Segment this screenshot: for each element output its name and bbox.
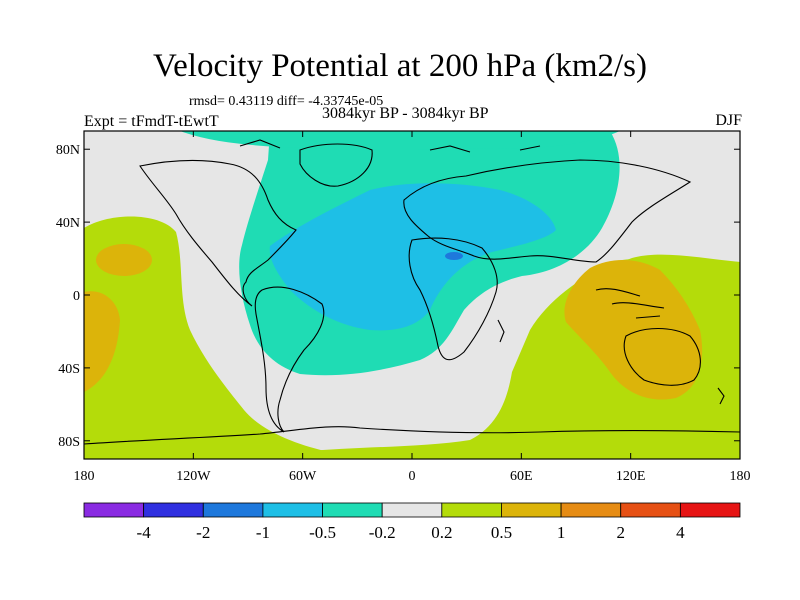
lon-tick-label: 60W <box>289 469 317 484</box>
contour-pos-north-pacific <box>96 244 152 276</box>
coast-south-america <box>254 286 325 433</box>
contour-pos-maritime-continent <box>564 259 703 400</box>
lon-tick-label: 60E <box>510 469 533 484</box>
contour-pos-pacific-west <box>84 216 330 459</box>
contour-neg-spot <box>445 252 463 260</box>
colorbar-swatch <box>560 502 622 518</box>
coastlines <box>84 139 740 445</box>
colorbar-swatch <box>262 502 323 518</box>
coast-greenland <box>299 143 373 187</box>
latitude-axis: 80N 40N 0 40S 80S <box>56 143 740 450</box>
colorbar-swatch <box>83 502 145 518</box>
colorbar-swatch <box>202 502 264 518</box>
colorbar-swatch <box>441 502 502 518</box>
colorbar: -4 -2 -1 -0.5 -0.2 0.2 0.5 1 2 4 <box>83 502 741 542</box>
colorbar-label: 2 <box>616 523 625 542</box>
contour-neg-arctic <box>180 131 620 150</box>
contour-pos-east-pacific <box>84 291 120 392</box>
colorbar-swatch <box>620 502 681 518</box>
stats-line: rmsd= 0.43119 diff= -4.33745e-05 <box>189 94 384 109</box>
colorbar-swatch <box>501 502 562 518</box>
colorbar-label: 0.5 <box>491 523 512 542</box>
coast-indonesia <box>595 288 665 319</box>
colorbar-label: 0.2 <box>431 523 452 542</box>
colorbar-swatch <box>381 502 443 518</box>
colorbar-label: -0.2 <box>369 523 396 542</box>
lon-tick-label: 120W <box>176 469 211 484</box>
coast-africa <box>408 237 498 361</box>
lon-tick-label: 0 <box>409 469 416 484</box>
colorbar-label: -2 <box>196 523 210 542</box>
coast-arctic-islands <box>239 139 541 153</box>
period-label: 3084kyr BP - 3084kyr BP <box>322 105 489 122</box>
chart-title: Velocity Potential at 200 hPa (km2/s) <box>152 48 648 84</box>
colorbar-swatch <box>679 502 741 518</box>
coast-north-america <box>139 159 297 307</box>
lat-tick-label: 40N <box>56 216 80 231</box>
map-plot-area <box>84 131 740 459</box>
colorbar-label: 1 <box>557 523 566 542</box>
colorbar-swatch <box>322 502 383 518</box>
lat-tick-label: 80N <box>56 143 80 158</box>
colorbar-label: -1 <box>256 523 270 542</box>
lat-tick-label: 0 <box>73 289 80 304</box>
colorbar-label: 4 <box>676 523 685 542</box>
colorbar-swatch <box>143 502 204 518</box>
lat-tick-label: 40S <box>58 362 80 377</box>
coast-new-zealand <box>717 387 725 405</box>
contour-neg-core <box>269 183 556 331</box>
experiment-label: Expt = tFmdT-tEwtT <box>84 113 219 130</box>
colorbar-label: -4 <box>137 523 152 542</box>
lon-tick-label: 180 <box>74 469 95 484</box>
lon-tick-label: 180 <box>730 469 751 484</box>
coast-eurasia <box>403 159 692 263</box>
coast-australia <box>623 328 701 386</box>
lon-tick-label: 120E <box>616 469 646 484</box>
colorbar-label: -0.5 <box>309 523 336 542</box>
longitude-axis: 180 120W 60W 0 60E 120E 180 <box>74 131 751 484</box>
coast-antarctica <box>84 426 740 445</box>
coast-madagascar <box>497 319 505 343</box>
lat-tick-label: 80S <box>58 435 80 450</box>
season-label: DJF <box>715 112 742 129</box>
